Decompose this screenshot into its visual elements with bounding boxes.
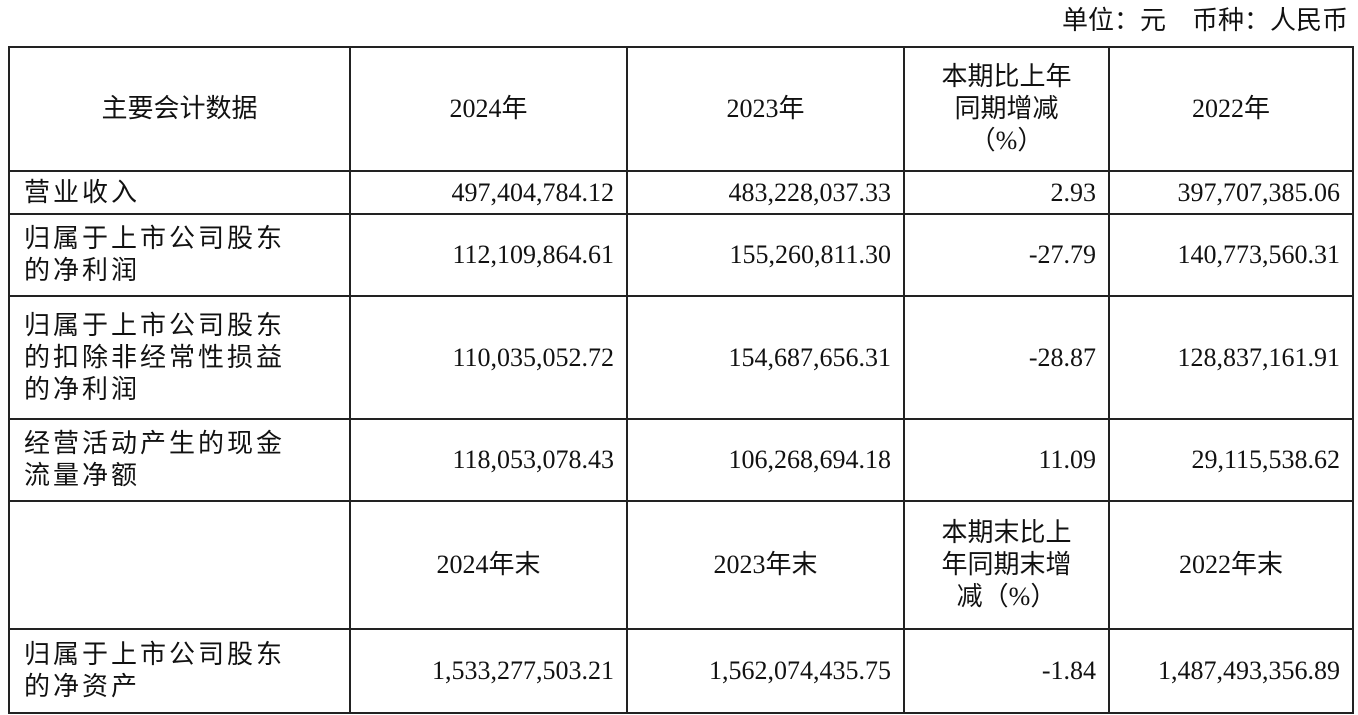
value-2023: 106,268,694.18 [626, 418, 905, 502]
header-item [8, 500, 351, 630]
value-change-end: -1.84 [903, 628, 1110, 714]
value-2023: 154,687,656.31 [626, 295, 905, 420]
table-row: 经营活动产生的现金 流量净额 118,053,078.43 106,268,694… [8, 418, 1354, 502]
header-line: 同期增减 [954, 94, 1059, 123]
value-2022-end: 1,487,493,356.89 [1108, 628, 1354, 714]
row-label: 营业收入 [8, 170, 351, 215]
header-row: 主要会计数据 2024年 2023年 本期比上年 同期增减 （%） 2022年 [8, 46, 1354, 172]
value-change: 2.93 [903, 170, 1110, 215]
value-2024: 497,404,784.12 [349, 170, 628, 215]
header-2024-end: 2024年末 [349, 500, 628, 630]
value-2022: 140,773,560.31 [1108, 213, 1354, 297]
value-2024-end: 1,533,277,503.21 [349, 628, 628, 714]
label-line: 的净资产 [24, 672, 141, 701]
label-line: 经营活动产生的现金 [24, 429, 286, 458]
label-line: 的净利润 [24, 374, 141, 404]
header-change-end: 本期末比上 年同期末增 减（%） [903, 500, 1110, 630]
label-line: 归属于上市公司股东 [24, 310, 286, 340]
row-label: 经营活动产生的现金 流量净额 [8, 418, 351, 502]
label-line: 的扣除非经常性损益 [24, 342, 286, 372]
row-label: 归属于上市公司股东 的扣除非经常性损益 的净利润 [8, 295, 351, 420]
value-2023: 155,260,811.30 [626, 213, 905, 297]
value-2022: 128,837,161.91 [1108, 295, 1354, 420]
label-line: 流量净额 [24, 461, 141, 490]
key-accounting-data-table: 主要会计数据 2024年 2023年 本期比上年 同期增减 （%） 2022年 … [8, 46, 1354, 714]
header-2022-end: 2022年末 [1108, 500, 1354, 630]
table-row: 归属于上市公司股东 的净资产 1,533,277,503.21 1,562,074… [8, 628, 1354, 714]
value-2024: 110,035,052.72 [349, 295, 628, 420]
header-2023: 2023年 [626, 46, 905, 172]
header-line: 年同期末增 [941, 550, 1072, 579]
table-row: 营业收入 497,404,784.12 483,228,037.33 2.93 … [8, 170, 1354, 215]
header-2023-end: 2023年末 [626, 500, 905, 630]
value-2024: 118,053,078.43 [349, 418, 628, 502]
header-line: 本期末比上 [941, 518, 1072, 547]
row-label: 归属于上市公司股东 的净利润 [8, 213, 351, 297]
header-row-period-end: 2024年末 2023年末 本期末比上 年同期末增 减（%） 2022年末 [8, 500, 1354, 630]
value-change: -28.87 [903, 295, 1110, 420]
value-change: -27.79 [903, 213, 1110, 297]
header-2022: 2022年 [1108, 46, 1354, 172]
value-2023: 483,228,037.33 [626, 170, 905, 215]
currency-unit-note: 单位：元 币种：人民币 [1061, 6, 1348, 35]
label-line: 营业收入 [24, 177, 141, 207]
table-row: 归属于上市公司股东 的净利润 112,109,864.61 155,260,811… [8, 213, 1354, 297]
header-line: 减（%） [956, 582, 1057, 611]
header-item: 主要会计数据 [8, 46, 351, 172]
header-line: 本期比上年 [941, 62, 1072, 91]
label-line: 归属于上市公司股东 [24, 640, 286, 669]
header-change: 本期比上年 同期增减 （%） [903, 46, 1110, 172]
table-row: 归属于上市公司股东 的扣除非经常性损益 的净利润 110,035,052.72 15… [8, 295, 1354, 420]
header-2024: 2024年 [349, 46, 628, 172]
value-change: 11.09 [903, 418, 1110, 502]
row-label: 归属于上市公司股东 的净资产 [8, 628, 351, 714]
value-2022: 29,115,538.62 [1108, 418, 1354, 502]
label-line: 归属于上市公司股东 [24, 224, 286, 253]
value-2022: 397,707,385.06 [1108, 170, 1354, 215]
label-line: 的净利润 [24, 256, 141, 285]
header-line: （%） [969, 126, 1044, 155]
value-2023-end: 1,562,074,435.75 [626, 628, 905, 714]
value-2024: 112,109,864.61 [349, 213, 628, 297]
